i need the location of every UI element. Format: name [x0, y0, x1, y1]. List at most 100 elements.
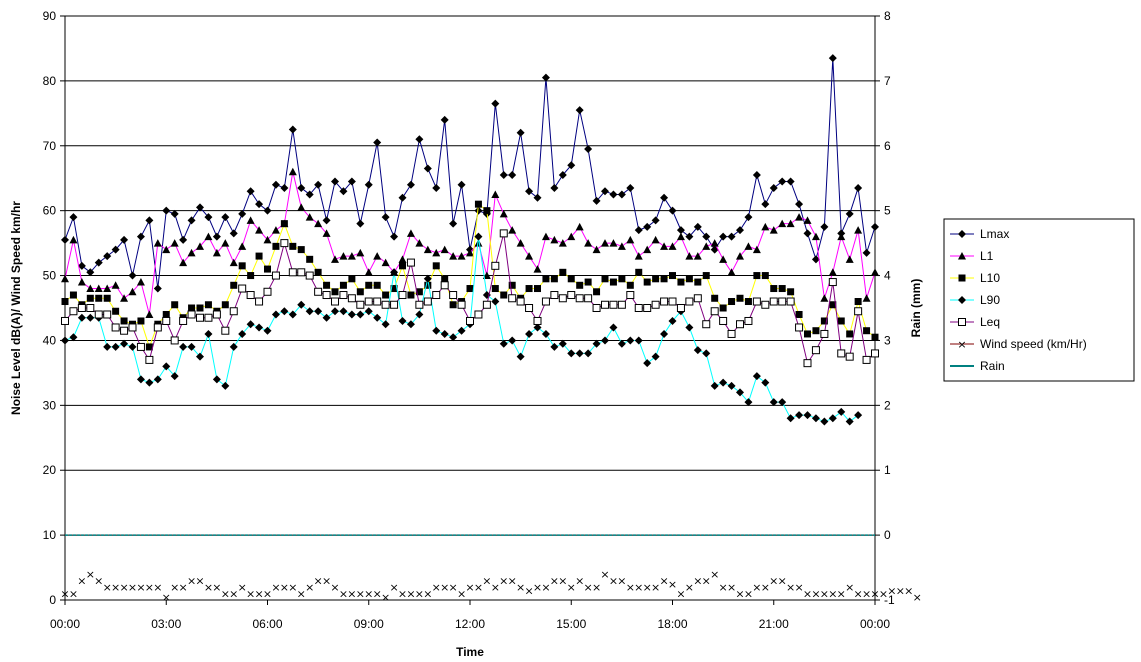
- data-point: [263, 235, 272, 244]
- data-point: [77, 261, 86, 270]
- data-point: [710, 245, 719, 254]
- data-point: [466, 316, 474, 325]
- data-point: [415, 239, 424, 247]
- data-point: [474, 200, 482, 208]
- data-point: ×: [693, 575, 702, 588]
- data-point: [634, 252, 643, 260]
- data-point: [719, 316, 728, 325]
- data-point: ×: [364, 588, 373, 601]
- data-point: [398, 193, 407, 202]
- data-point: [212, 375, 221, 384]
- data-point: [128, 271, 137, 280]
- data-point: ×: [609, 575, 618, 588]
- data-point: [136, 232, 145, 241]
- data-point: [297, 246, 305, 254]
- series-wind-speed-km-hr: × ×× × × × × × × × × ××× × × × × × × × × × × × × × × × × × × × × × × × × ××…: [60, 568, 921, 604]
- data-point: [322, 216, 331, 225]
- data-point: ×: [710, 568, 719, 581]
- data-point: [331, 307, 339, 316]
- data-point: [86, 294, 94, 302]
- data-point: [449, 301, 457, 309]
- data-point: [559, 268, 567, 276]
- data-point: [381, 300, 390, 309]
- data-point: [280, 239, 289, 248]
- data-point: [660, 275, 668, 283]
- data-point: [685, 252, 694, 260]
- data-point: [693, 346, 702, 355]
- data-point: [120, 294, 129, 302]
- data-point: [491, 99, 500, 108]
- data-point: [61, 274, 69, 283]
- data-point: [441, 275, 449, 283]
- data-point: [69, 291, 77, 299]
- data-point: [828, 54, 837, 63]
- data-point: [795, 411, 804, 420]
- data-point: [449, 333, 458, 342]
- data-point: [474, 239, 483, 247]
- data-point: [660, 329, 669, 338]
- data-point: [550, 235, 559, 244]
- y-tick-label: 70: [43, 139, 57, 153]
- data-point: [457, 326, 466, 335]
- data-point: [634, 304, 643, 312]
- data-point: ×: [229, 588, 238, 601]
- data-point: ×: [491, 581, 500, 594]
- y2-tick-label: -1: [884, 593, 895, 607]
- data-point: [432, 183, 441, 192]
- data-point: [499, 170, 508, 179]
- data-point: [558, 170, 567, 179]
- data-point: [322, 229, 331, 237]
- data-point: ×: [651, 581, 660, 594]
- data-point: [617, 300, 626, 309]
- data-point: [415, 300, 424, 309]
- data-point: [255, 252, 263, 260]
- y2-tick-label: 5: [884, 204, 891, 218]
- data-point: [432, 248, 441, 257]
- data-point: [128, 323, 137, 332]
- data-point: [778, 297, 787, 306]
- data-point: [145, 216, 154, 225]
- data-point: ×: [524, 584, 533, 597]
- data-point: [145, 378, 154, 387]
- y2-tick-label: 8: [884, 9, 891, 23]
- data-point: [449, 219, 458, 228]
- data-point: [271, 180, 280, 189]
- data-point: ×: [246, 588, 255, 601]
- data-point: [736, 388, 744, 397]
- data-point: [415, 135, 424, 144]
- data-point: [406, 258, 415, 267]
- data-point: [491, 297, 500, 306]
- data-point: [685, 275, 693, 283]
- data-point: [271, 310, 280, 319]
- data-point: [136, 375, 145, 384]
- data-point: [744, 316, 753, 325]
- data-point: [187, 310, 196, 319]
- data-point: [508, 226, 517, 234]
- data-point: ×: [626, 581, 635, 594]
- data-point: ×: [330, 581, 339, 594]
- data-point: ×: [423, 588, 432, 601]
- data-point: [786, 297, 795, 306]
- data-point: ×: [94, 575, 103, 588]
- gridlines: [65, 80, 875, 536]
- data-point: [339, 252, 348, 260]
- data-point: [103, 310, 112, 319]
- y2-tick-label: 2: [884, 398, 891, 412]
- data-point: [584, 278, 592, 286]
- data-point: [86, 284, 95, 293]
- data-point: ×: [592, 581, 601, 594]
- data-point: [221, 381, 230, 390]
- y2-axis-title: Rain (mm): [909, 279, 923, 338]
- data-point: [820, 317, 828, 325]
- data-point: [609, 323, 618, 332]
- data-point: [323, 281, 331, 289]
- data-point: ×: [719, 581, 728, 594]
- data-point: [753, 272, 761, 280]
- data-point: [635, 268, 643, 276]
- data-point: ×: [238, 581, 247, 594]
- data-point: [837, 317, 845, 325]
- data-point: [643, 222, 652, 231]
- data-point: [297, 268, 306, 277]
- data-point: [634, 226, 643, 235]
- data-point: [744, 242, 753, 250]
